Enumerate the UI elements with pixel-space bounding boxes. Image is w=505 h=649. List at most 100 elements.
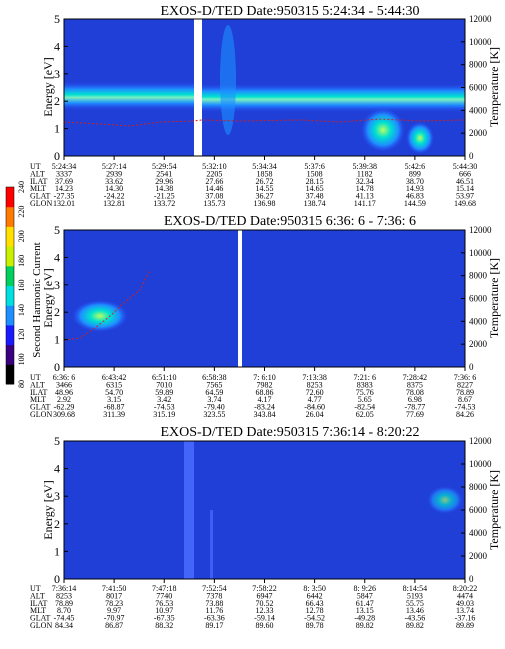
table-cell: 12.78 bbox=[306, 606, 324, 615]
table-row-label: ILAT bbox=[30, 177, 47, 186]
colorbar-tick-label: 220 bbox=[17, 206, 26, 218]
table-cell: 89.89 bbox=[456, 621, 474, 630]
table-cell: 89.60 bbox=[256, 621, 274, 630]
colorbar-segment bbox=[6, 206, 14, 227]
panel-3-y2-ticks: 0 2000 4000 6000 8000 10000 12000 bbox=[461, 436, 492, 584]
table-cell: 323.55 bbox=[203, 410, 225, 419]
table-cell: 46.83 bbox=[406, 192, 424, 201]
table-cell: 8253 bbox=[56, 591, 72, 600]
y-tick-label: 3 bbox=[54, 278, 60, 292]
table-cell: 75.76 bbox=[356, 388, 374, 397]
table-cell: 7:47:18 bbox=[152, 584, 176, 593]
y-tick-label: 5 bbox=[54, 12, 60, 26]
table-cell: 149.68 bbox=[454, 199, 476, 208]
panel-2-y2label: Temperature [K] bbox=[487, 258, 501, 338]
table-cell: -54.52 bbox=[304, 614, 325, 623]
table-cell: 5:44:30 bbox=[453, 162, 477, 171]
table-row-label: UT bbox=[30, 162, 41, 171]
table-cell: 13.74 bbox=[456, 606, 474, 615]
table-row-label: GLON bbox=[30, 410, 52, 419]
table-row-label: ALT bbox=[30, 380, 45, 389]
table-cell: 7:41:50 bbox=[102, 584, 126, 593]
table-cell: 14.78 bbox=[356, 184, 374, 193]
y2-tick-label: 10000 bbox=[469, 37, 492, 47]
y2-tick-label: 0 bbox=[469, 574, 474, 584]
y2-tick-label: 8000 bbox=[469, 271, 488, 281]
panel-1-data-gap bbox=[194, 19, 202, 156]
y-tick-label: 0 bbox=[54, 360, 60, 374]
colorbar-tick-label: 200 bbox=[17, 230, 26, 242]
table-cell: 7:36: 6 bbox=[454, 373, 476, 382]
table-cell: 14.46 bbox=[205, 184, 223, 193]
y2-tick-label: 12000 bbox=[469, 14, 492, 24]
table-cell: 27.66 bbox=[205, 177, 223, 186]
y-tick-label: 0 bbox=[54, 149, 60, 163]
table-cell: 6442 bbox=[307, 591, 323, 600]
y-tick-label: 1 bbox=[54, 122, 60, 136]
table-cell: 7565 bbox=[206, 380, 222, 389]
y2-tick-label: 4000 bbox=[469, 528, 488, 538]
table-cell: -84.60 bbox=[304, 403, 325, 412]
panel-3-right-edge-blob bbox=[427, 486, 463, 514]
panel-2-temperature-trace bbox=[63, 269, 151, 341]
y2-tick-label: 0 bbox=[469, 151, 474, 161]
table-cell: 7:58:22 bbox=[252, 584, 276, 593]
table-cell: 3337 bbox=[56, 169, 72, 178]
table-row-label: ALT bbox=[30, 169, 45, 178]
colorbar-label: Second Harmonic Current bbox=[31, 242, 43, 357]
y-tick-label: 1 bbox=[54, 544, 60, 558]
table-cell: 666 bbox=[459, 169, 471, 178]
table-cell: 5:32:10 bbox=[202, 162, 226, 171]
colorbar-segment bbox=[6, 265, 14, 286]
table-cell: 32.34 bbox=[356, 177, 374, 186]
table-cell: 5847 bbox=[357, 591, 373, 600]
panel-1-ylabel: Energy [eV] bbox=[41, 57, 55, 116]
table-cell: 2205 bbox=[206, 169, 222, 178]
y2-tick-label: 12000 bbox=[469, 225, 492, 235]
table-cell: 36.27 bbox=[256, 192, 274, 201]
panel-1-y-ticks: 0 1 2 3 4 5 bbox=[54, 12, 68, 163]
colorbar-segment bbox=[6, 246, 14, 267]
y-tick-label: 1 bbox=[54, 333, 60, 347]
table-cell: 311.39 bbox=[103, 410, 125, 419]
table-cell: 5:42:6 bbox=[405, 162, 425, 171]
table-cell: 7:52:54 bbox=[202, 584, 226, 593]
y2-tick-label: 6000 bbox=[469, 83, 488, 93]
colorbar-segment bbox=[6, 364, 14, 385]
table-cell: 84.26 bbox=[456, 410, 474, 419]
table-cell: 72.60 bbox=[306, 388, 324, 397]
table-cell: 1858 bbox=[257, 169, 273, 178]
colorbar-frame bbox=[5, 186, 15, 385]
y-tick-label: 4 bbox=[54, 462, 60, 476]
table-cell: 84.34 bbox=[55, 621, 73, 630]
table-row-label: UT bbox=[30, 584, 41, 593]
table-row-label: UT bbox=[30, 373, 41, 382]
table-cell: -37.16 bbox=[455, 614, 476, 623]
table-cell: -63.36 bbox=[204, 614, 225, 623]
table-cell: 77.69 bbox=[406, 410, 424, 419]
y-tick-label: 3 bbox=[54, 67, 60, 81]
table-cell: 49.03 bbox=[456, 599, 474, 608]
table-row-label: MLT bbox=[30, 395, 46, 404]
table-cell: 3.15 bbox=[107, 395, 121, 404]
colorbar-segment bbox=[6, 324, 14, 346]
panel-1-wave-feature bbox=[220, 25, 236, 135]
y2-tick-label: 2000 bbox=[469, 551, 488, 561]
table-cell: 14.55 bbox=[256, 184, 274, 193]
table-cell: 8.70 bbox=[57, 606, 71, 615]
table-cell: 9.97 bbox=[107, 606, 121, 615]
table-cell: 48.96 bbox=[55, 388, 73, 397]
table-cell: 14.65 bbox=[306, 184, 324, 193]
table-cell: 66.43 bbox=[306, 599, 324, 608]
table-cell: 4.77 bbox=[308, 395, 322, 404]
table-cell: 76.53 bbox=[155, 599, 173, 608]
table-cell: 7: 6:10 bbox=[253, 373, 275, 382]
table-cell: 8253 bbox=[307, 380, 323, 389]
table-cell: 7:28:42 bbox=[403, 373, 427, 382]
table-cell: -68.87 bbox=[104, 403, 125, 412]
panel-3-y2label: Temperature [K] bbox=[487, 470, 501, 550]
table-cell: 8017 bbox=[106, 591, 122, 600]
table-cell: 343.84 bbox=[254, 410, 276, 419]
table-cell: 7:21: 6 bbox=[354, 373, 376, 382]
y2-tick-label: 8000 bbox=[469, 60, 488, 70]
